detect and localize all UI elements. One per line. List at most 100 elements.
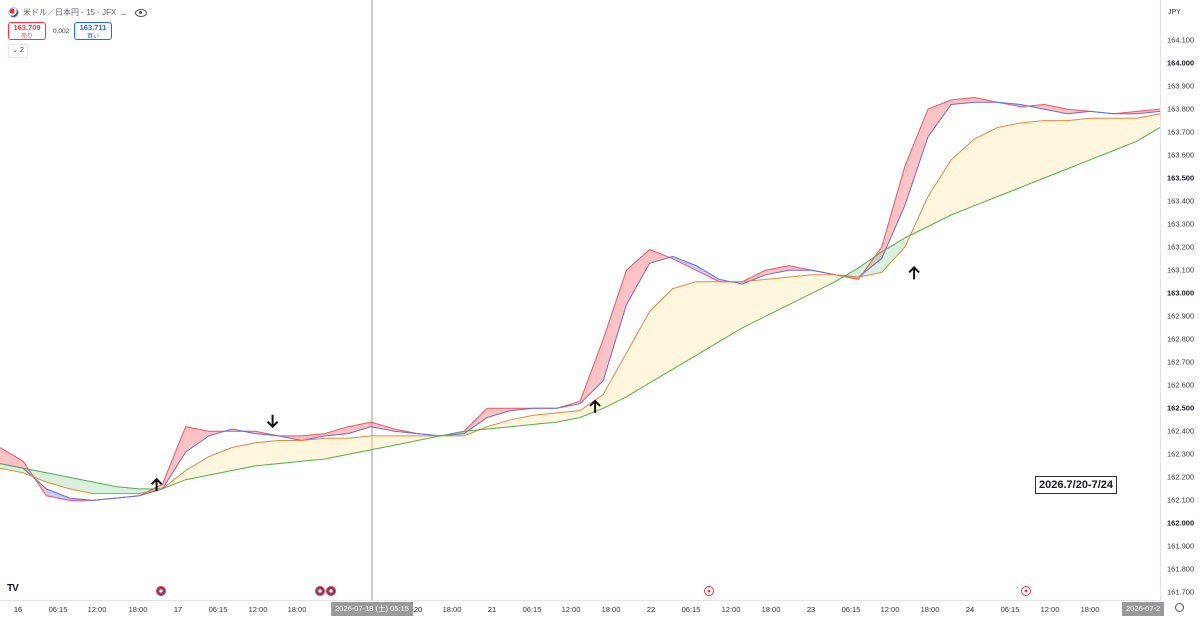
buy-signal-arrow xyxy=(908,265,920,280)
time-tick-label: 24 xyxy=(965,605,975,614)
time-tick-label: 18:00 xyxy=(920,605,940,614)
price-tick-label: 163.600 xyxy=(1167,150,1195,160)
time-tick-label: 06:15 xyxy=(681,605,701,614)
fast-cloud-segment xyxy=(487,408,511,418)
us-event-icon[interactable] xyxy=(156,586,166,596)
price-tick-label: 162.900 xyxy=(1167,311,1195,321)
fast-cloud-segment xyxy=(928,99,952,137)
price-tick-label: 163.300 xyxy=(1167,219,1195,229)
price-tick-label: 162.700 xyxy=(1167,357,1195,367)
time-tick-label: 17 xyxy=(173,605,183,614)
eye-icon[interactable] xyxy=(134,8,147,17)
spread-value: 0.002 xyxy=(53,28,70,35)
time-axis[interactable]: 16 06:15 12:00 18:00 17 06:15 12:00 18:00 18:00 2… xyxy=(0,600,1165,619)
series-line-3 xyxy=(0,113,1160,494)
time-tick-label: 12:00 xyxy=(880,605,900,614)
fast-cloud-segment xyxy=(185,426,209,453)
usdjpy-flag-icon xyxy=(8,7,19,18)
slow-cloud-segment xyxy=(185,456,209,480)
slow-cloud-segment xyxy=(232,442,256,471)
series-line-1 xyxy=(0,96,1160,501)
slow-cloud-segment xyxy=(1067,118,1091,169)
price-axis[interactable]: JPY 164.100 164.000 163.900 163.800 163.700 1… xyxy=(1160,0,1200,600)
price-tick-label: 161.900 xyxy=(1167,541,1195,551)
slow-cloud-segment xyxy=(951,138,975,215)
event-marker-icon[interactable] xyxy=(704,586,714,596)
slow-cloud-segment xyxy=(510,415,534,427)
fast-cloud-segment xyxy=(904,109,928,206)
date-range-annotation: 2026.7/20-7/24 xyxy=(1035,476,1118,494)
slow-cloud-segment xyxy=(603,353,627,409)
fast-cloud-segment xyxy=(1136,109,1160,114)
chevron-down-icon: ⌄ xyxy=(12,47,18,54)
buy-signal-arrow xyxy=(589,399,601,413)
symbol-header: 米ドル／日本円 · 15 · JFX ⚊ xyxy=(8,7,147,18)
price-tick-label: 162.000 xyxy=(1167,518,1195,528)
time-tick-label: 18:00 xyxy=(1080,605,1100,614)
tradingview-logo[interactable]: TV xyxy=(7,583,19,594)
gear-icon[interactable] xyxy=(1175,603,1184,612)
slow-cloud-segment xyxy=(556,410,580,423)
fast-cloud-segment xyxy=(1044,104,1068,114)
sell-button[interactable]: 163.709 売り xyxy=(8,22,46,40)
slow-cloud-segment xyxy=(1090,118,1114,160)
price-chart-plot[interactable] xyxy=(0,0,1160,600)
slow-cloud-segment xyxy=(0,463,24,473)
us-event-icon[interactable] xyxy=(315,586,325,596)
time-tick-label: 23 xyxy=(806,605,816,614)
slow-cloud-segment xyxy=(533,412,557,425)
slow-cloud-segment xyxy=(696,281,720,356)
price-tick-label: 163.700 xyxy=(1167,127,1195,137)
slow-cloud-segment xyxy=(255,440,279,466)
buy-button[interactable]: 163.711 買い xyxy=(74,22,112,40)
right-edge-time-label: 2026-07-2 xyxy=(1122,602,1165,616)
fast-cloud-segment xyxy=(603,270,627,381)
fast-cloud-segment xyxy=(881,166,905,259)
indicator-count: 2 xyxy=(19,47,24,54)
fast-cloud-segment xyxy=(510,408,534,411)
fast-cloud-segment xyxy=(672,256,696,271)
slow-cloud-segment xyxy=(881,237,905,273)
fast-cloud-segment xyxy=(626,249,650,305)
slow-cloud-segment xyxy=(928,159,952,227)
fast-cloud-segment xyxy=(371,422,395,432)
slow-cloud-segment xyxy=(626,311,650,397)
slow-cloud-segment xyxy=(974,127,998,206)
time-tick-label: 20 xyxy=(413,605,423,614)
price-tick-label: 163.900 xyxy=(1167,81,1195,91)
time-tick-label: 18:00 xyxy=(128,605,148,614)
slow-cloud-segment xyxy=(69,477,93,494)
us-event-icon[interactable] xyxy=(326,586,336,596)
time-tick-label: 22 xyxy=(646,605,656,614)
price-tick-label: 163.800 xyxy=(1167,104,1195,114)
time-tick-label: 21 xyxy=(487,605,497,614)
price-tick-label: 163.400 xyxy=(1167,196,1195,206)
axis-currency: JPY xyxy=(1168,9,1181,16)
time-tick-label: 12:00 xyxy=(1040,605,1060,614)
slow-cloud-segment xyxy=(672,281,696,370)
event-marker-icon[interactable] xyxy=(1021,586,1031,596)
indicator-collapse-toggle[interactable]: ⌄ 2 xyxy=(8,44,28,58)
time-tick-label: 06:15 xyxy=(841,605,861,614)
price-tick-label: 162.500 xyxy=(1167,403,1195,413)
price-tick-label: 162.800 xyxy=(1167,334,1195,344)
time-tick-label: 18:00 xyxy=(442,605,462,614)
time-tick-label: 06:15 xyxy=(522,605,542,614)
fast-cloud-segment xyxy=(765,265,789,275)
series-line-4 xyxy=(0,127,1160,490)
slow-cloud-segment xyxy=(1113,118,1137,151)
time-tick-label: 12:00 xyxy=(561,605,581,614)
price-tick-label: 163.100 xyxy=(1167,265,1195,275)
slow-cloud-segment xyxy=(46,472,70,489)
slow-cloud-segment xyxy=(487,419,511,430)
fast-cloud-segment xyxy=(0,447,24,469)
fast-cloud-segment xyxy=(649,249,673,264)
time-tick-label: 16 xyxy=(13,605,23,614)
price-tick-label: 161.700 xyxy=(1167,587,1195,597)
slow-cloud-segment xyxy=(788,274,812,305)
slow-cloud-segment xyxy=(649,288,673,383)
time-tick-label: 06:15 xyxy=(48,605,68,614)
buy-price: 163.711 xyxy=(79,23,107,32)
slow-cloud-segment xyxy=(997,122,1021,197)
slow-cloud-segment xyxy=(23,468,47,482)
